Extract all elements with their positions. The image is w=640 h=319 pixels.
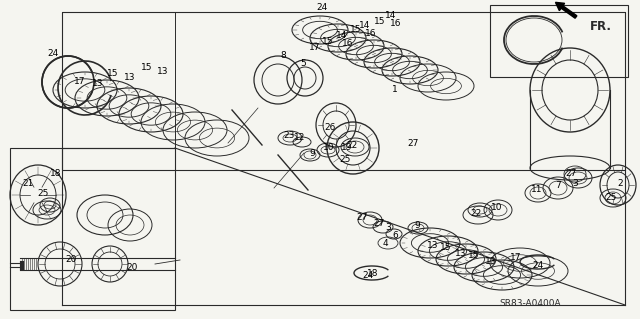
Text: 12: 12 <box>294 133 306 143</box>
Text: 23: 23 <box>284 131 294 140</box>
Text: 6: 6 <box>392 232 398 241</box>
Text: 21: 21 <box>22 180 34 189</box>
Text: 16: 16 <box>390 19 402 27</box>
Text: 15: 15 <box>108 69 119 78</box>
Text: 19: 19 <box>341 144 353 152</box>
Text: FR.: FR. <box>590 19 612 33</box>
Text: 22: 22 <box>346 140 358 150</box>
Text: 11: 11 <box>531 186 543 195</box>
Text: 4: 4 <box>382 240 388 249</box>
Text: 25: 25 <box>605 192 617 202</box>
Text: 15: 15 <box>468 251 480 261</box>
Text: 2: 2 <box>617 179 623 188</box>
Text: 24: 24 <box>47 48 59 57</box>
Text: 17: 17 <box>309 43 321 53</box>
Text: 24: 24 <box>362 271 374 280</box>
Text: 14: 14 <box>385 11 397 20</box>
Text: 15: 15 <box>323 38 333 47</box>
Text: 15: 15 <box>374 17 386 26</box>
Text: 13: 13 <box>485 256 497 265</box>
Text: 24: 24 <box>316 4 328 12</box>
Text: 9: 9 <box>414 221 420 231</box>
Text: 10: 10 <box>492 204 503 212</box>
Text: 27: 27 <box>407 138 419 147</box>
Bar <box>490 5 628 77</box>
Text: 13: 13 <box>92 79 104 88</box>
Text: 16: 16 <box>365 28 377 38</box>
Text: 27: 27 <box>373 219 385 227</box>
Text: SR83-A0400A: SR83-A0400A <box>499 299 561 308</box>
Text: 27: 27 <box>565 169 577 179</box>
Text: 18: 18 <box>367 270 379 278</box>
Text: 14: 14 <box>359 21 371 31</box>
Text: 14: 14 <box>336 32 348 41</box>
Text: 27: 27 <box>356 213 368 222</box>
Text: 18: 18 <box>51 168 61 177</box>
FancyArrow shape <box>556 2 577 18</box>
Text: 24: 24 <box>532 261 543 270</box>
Text: 7: 7 <box>555 181 561 189</box>
Text: 10: 10 <box>323 143 335 152</box>
Text: 1: 1 <box>392 85 398 94</box>
Text: 9: 9 <box>309 149 315 158</box>
Text: 20: 20 <box>126 263 138 272</box>
Text: 16: 16 <box>342 39 354 48</box>
Text: 3: 3 <box>572 179 578 188</box>
Text: 5: 5 <box>300 58 306 68</box>
Text: 17: 17 <box>510 254 522 263</box>
Text: 3: 3 <box>385 224 391 233</box>
Text: 20: 20 <box>65 256 77 264</box>
Text: 15: 15 <box>440 243 452 253</box>
Text: 13: 13 <box>428 241 439 249</box>
Text: 13: 13 <box>455 249 467 257</box>
Text: 22: 22 <box>470 209 482 218</box>
Text: 26: 26 <box>324 123 336 132</box>
Text: 13: 13 <box>157 66 169 76</box>
Text: 8: 8 <box>280 51 286 61</box>
Text: 13: 13 <box>124 72 136 81</box>
Text: 25: 25 <box>339 155 351 165</box>
Text: 15: 15 <box>141 63 153 71</box>
Text: 15: 15 <box>350 26 362 34</box>
Text: 17: 17 <box>74 78 86 86</box>
Text: 25: 25 <box>37 189 49 197</box>
